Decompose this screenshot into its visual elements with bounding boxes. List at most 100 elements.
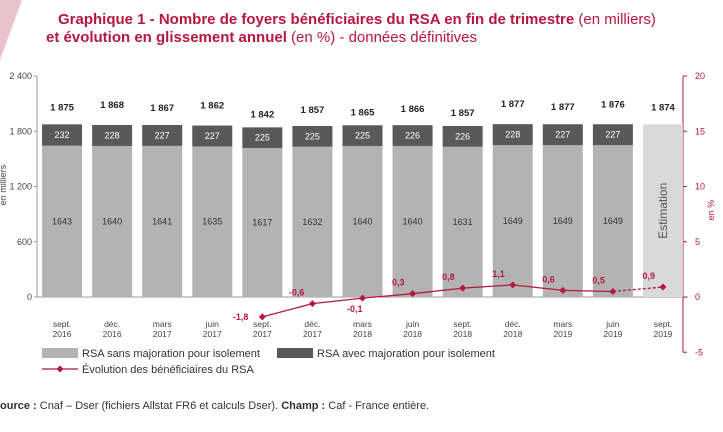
bar-value-label: 1649 [603, 216, 623, 226]
bar-segment [592, 145, 633, 297]
bar-value-label: 1640 [102, 216, 122, 226]
x-tick-label: mars 2018 [353, 319, 372, 339]
corner-decoration [0, 0, 22, 60]
line-value-label: 0,9 [642, 271, 655, 281]
bar-segment [392, 125, 433, 146]
bar-value-label: 1632 [302, 217, 322, 227]
total-label: 1 857 [451, 108, 475, 119]
total-label: 1 866 [401, 104, 425, 115]
text-run: Caf - France entière. [325, 400, 429, 412]
bar-segment [192, 125, 233, 147]
x-tick-label: mars 2019 [553, 319, 572, 339]
text-run: Graphique 1 - Nombre de foyers bénéficia… [58, 11, 574, 28]
line-value-label: 1,1 [492, 269, 505, 279]
line-marker [659, 283, 667, 291]
bar-value-label: 1617 [252, 218, 272, 228]
line-segment [612, 286, 664, 293]
bar-value-label: 1631 [453, 217, 473, 227]
total-label: 1 874 [651, 102, 675, 113]
line-segment [362, 293, 413, 299]
line-value-label: -1,8 [233, 312, 249, 322]
legend-label: RSA avec majoration pour isolement [317, 348, 495, 360]
line-value-label: 0,3 [392, 278, 405, 288]
chart-subtitle: et évolution en glissement annuel (en %)… [46, 29, 477, 46]
text-run: et évolution en glissement annuel [46, 29, 287, 46]
bar-segment [42, 124, 83, 146]
chart-title: Graphique 1 - Nombre de foyers bénéficia… [58, 11, 656, 28]
legend-swatch [42, 348, 78, 358]
total-label: 1 857 [301, 105, 325, 116]
bar-value-label: 1649 [553, 216, 573, 226]
bar-value-label: 226 [455, 131, 470, 141]
bar-value-label: 225 [355, 131, 370, 141]
line-segment [512, 284, 563, 292]
line-marker [509, 281, 517, 289]
bar-value-label: 1640 [403, 216, 423, 226]
y2-tick-label: -5 [695, 347, 703, 357]
bar-segment [92, 145, 133, 297]
y-tick-label: 2 400 [9, 71, 32, 81]
y-tick-label: 1 800 [9, 126, 32, 136]
x-tick-label: juin 2018 [403, 319, 422, 339]
line-segment [312, 297, 363, 305]
y2-axis-label: en % [706, 200, 716, 221]
bar-value-label: 1635 [202, 217, 222, 227]
y2-tick-label: 15 [695, 126, 705, 136]
total-label: 1 862 [200, 101, 224, 112]
line-segment [462, 284, 513, 289]
line-value-label: -0,1 [347, 304, 363, 314]
bar-value-label: 1649 [503, 216, 523, 226]
bar-segment [442, 146, 483, 297]
bar-value-label: 226 [405, 131, 420, 141]
legend-label: RSA sans majoration pour isolement [82, 348, 260, 360]
bar-segment [342, 125, 383, 146]
bar-segment [42, 145, 83, 297]
legend-marker [56, 365, 64, 373]
total-label: 1 875 [50, 102, 74, 113]
bar-segment [292, 146, 333, 297]
estimation-label: Estimation [656, 183, 670, 239]
line-marker [308, 300, 316, 308]
line-marker [609, 287, 617, 295]
line-marker [409, 290, 417, 298]
line-marker [258, 313, 266, 321]
bar-segment [592, 124, 633, 146]
bar-value-label: 228 [505, 130, 520, 140]
bar-value-label: 1640 [352, 216, 372, 226]
y2-tick-label: 0 [695, 292, 700, 302]
text-run: (en %) - données définitives [287, 29, 477, 46]
x-tick-label: juin 2017 [203, 319, 222, 339]
bar-value-label: 227 [155, 130, 170, 140]
bar-value-label: 228 [105, 130, 120, 140]
total-label: 1 877 [501, 99, 525, 110]
bar-segment [442, 126, 483, 147]
bar-segment [342, 145, 383, 297]
line-segment [412, 287, 463, 295]
bar-value-label: 227 [555, 130, 570, 140]
bar-segment [142, 145, 183, 297]
bar-segment [392, 145, 433, 297]
line-marker [559, 286, 567, 294]
bar-segment [542, 145, 583, 297]
line-value-label: -0,6 [289, 288, 305, 298]
bar-value-label: 1641 [152, 216, 172, 226]
bar-segment [92, 124, 133, 146]
text-run: ource : [0, 400, 37, 412]
bar-segment [142, 124, 183, 146]
y2-tick-label: 10 [695, 182, 705, 192]
total-label: 1 877 [551, 102, 575, 113]
x-tick-label: sept. 2016 [53, 319, 72, 339]
line-value-label: 0,5 [592, 275, 605, 285]
bar-segment [192, 146, 233, 297]
line-segment [562, 289, 613, 293]
text-run: (en milliers) [574, 11, 656, 28]
y-axis-label: en milliers [0, 164, 8, 205]
bar-value-label: 227 [605, 130, 620, 140]
y2-tick-label: 5 [695, 237, 700, 247]
line-marker [459, 284, 467, 292]
x-tick-label: déc. 2018 [503, 319, 522, 339]
line-value-label: 0,8 [442, 272, 455, 282]
line-marker [359, 294, 366, 302]
y-tick-label: 600 [17, 237, 32, 247]
